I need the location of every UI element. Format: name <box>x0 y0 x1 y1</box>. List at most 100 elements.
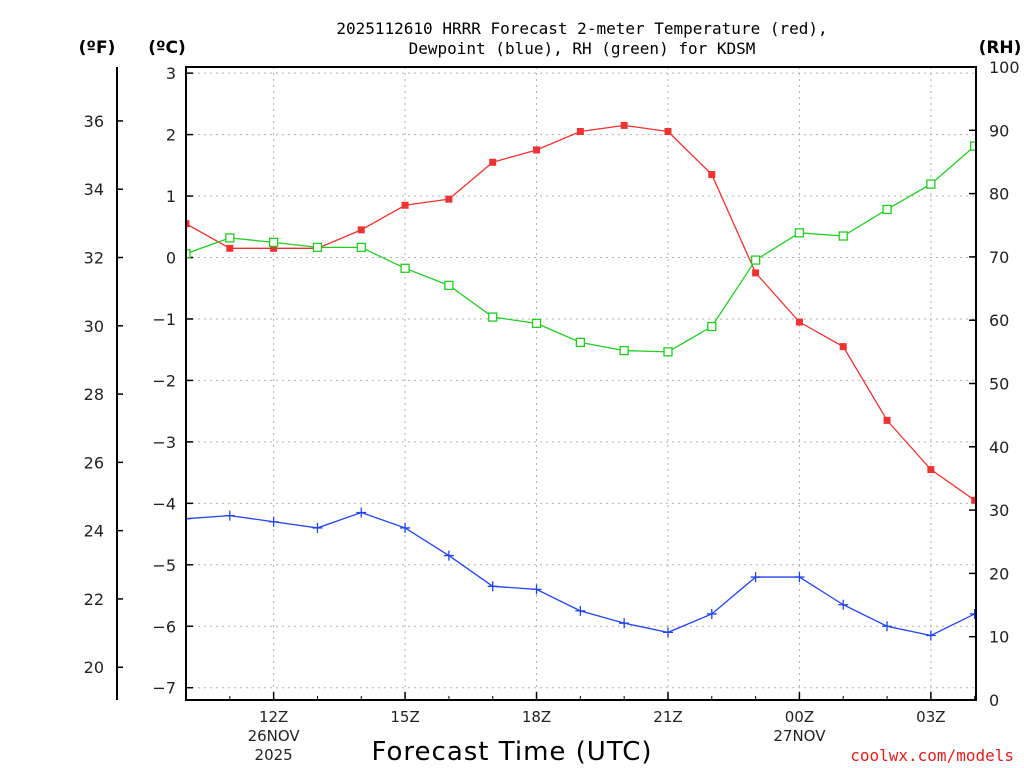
celsius-tick-label: −6 <box>152 617 176 636</box>
celsius-tick-label: 0 <box>166 249 176 268</box>
temperature-point <box>270 244 278 252</box>
dewpoint-point <box>312 522 323 533</box>
fahrenheit-tick-label: 20 <box>84 658 104 677</box>
fahrenheit-tick-label: 36 <box>84 112 104 131</box>
temperature-point <box>839 343 847 351</box>
x-tick-label: 18Z <box>522 708 551 726</box>
rh-point <box>882 204 892 215</box>
temperature-point <box>401 201 409 209</box>
rh-point <box>225 233 235 243</box>
x-tick-label: 21Z <box>653 708 682 726</box>
dewpoint-point <box>925 630 936 641</box>
gridlines <box>186 67 976 700</box>
rh-point <box>1015 107 1023 115</box>
celsius-tick-label: −1 <box>152 310 176 329</box>
temperature-point <box>620 121 628 129</box>
temperature-point <box>576 128 584 136</box>
temperature-point <box>357 226 365 234</box>
fahrenheit-tick-label: 32 <box>84 249 104 268</box>
temperature-point <box>533 146 541 154</box>
fahrenheit-tick-label: 34 <box>84 180 104 199</box>
temperature-point <box>883 416 891 424</box>
series <box>186 107 1024 641</box>
celsius-tick-label: −4 <box>152 494 176 513</box>
temperature-point <box>489 158 497 166</box>
rh-point <box>444 280 454 291</box>
dewpoint-point <box>575 605 586 616</box>
rh-point <box>619 345 629 356</box>
celsius-tick-label: −5 <box>152 556 176 575</box>
rh-point <box>312 242 323 253</box>
celsius-tick-label: −3 <box>152 433 176 452</box>
x-axis-label: Forecast Time (UTC) <box>371 737 652 767</box>
plot-frame <box>185 66 977 701</box>
rh-point <box>186 249 191 259</box>
rh-line <box>186 144 976 353</box>
temperature-point <box>226 244 234 252</box>
rh-point <box>707 321 717 332</box>
x-tick-label: 12Z <box>259 708 288 726</box>
fahrenheit-tick-label: 30 <box>84 317 104 336</box>
rh-point <box>794 228 805 238</box>
rh-tick-label: 60 <box>989 311 1009 330</box>
dewpoint-point <box>838 599 849 610</box>
rh-point <box>663 347 673 357</box>
fahrenheit-tick-label: 26 <box>84 453 104 472</box>
celsius-tick-label: −7 <box>152 679 176 698</box>
rh-tick-label: 50 <box>989 375 1009 394</box>
dewpoint-point <box>356 507 367 518</box>
dewpoint-point <box>619 618 630 629</box>
temperature-point <box>708 171 716 179</box>
celsius-tick-label: 1 <box>166 187 176 206</box>
rh-point <box>488 312 498 322</box>
dewpoint-point <box>794 572 805 583</box>
dewpoint-point <box>531 584 542 595</box>
dewpoint-point <box>1014 606 1024 616</box>
temperature-point <box>445 195 453 203</box>
celsius-tick-label: 2 <box>166 126 176 145</box>
dewpoint-point <box>706 608 717 619</box>
dewpoint-point <box>882 621 893 632</box>
rh-point <box>400 263 410 273</box>
dewpoint-point <box>662 627 673 638</box>
temperature-line <box>186 124 976 502</box>
rh-tick-label: 40 <box>989 438 1009 457</box>
x-tick-label: 00Z <box>785 708 814 726</box>
temperature-point <box>186 220 190 228</box>
dewpoint-point <box>224 510 235 521</box>
chart-title-line2: Dewpoint (blue), RH (green) for KDSM <box>409 39 756 58</box>
x-tick-date-label: 26NOV <box>248 727 301 745</box>
fahrenheit-unit-label: (ºF) <box>79 38 116 58</box>
celsius-tick-label: 3 <box>166 64 176 83</box>
fahrenheit-tick-label: 24 <box>84 522 104 541</box>
celsius-unit-label: (ºC) <box>148 38 186 58</box>
rh-point <box>970 141 976 151</box>
dewpoint-point <box>268 516 279 527</box>
rh-tick-label: 20 <box>989 564 1009 583</box>
rh-tick-label: 30 <box>989 501 1009 520</box>
rh-point <box>575 337 585 348</box>
temperature-point <box>927 466 935 474</box>
rh-tick-label: 90 <box>989 121 1009 140</box>
x-tick-label: 15Z <box>390 708 419 726</box>
dewpoint-line <box>186 511 976 637</box>
fahrenheit-tick-label: 22 <box>84 590 104 609</box>
celsius-tick-label: −2 <box>152 371 176 390</box>
chart-title-line1: 2025112610 HRRR Forecast 2-meter Tempera… <box>336 19 827 38</box>
dewpoint-point <box>487 581 498 592</box>
dewpoint-point <box>443 550 454 561</box>
rh-tick-label: 70 <box>989 248 1009 267</box>
temperature-point <box>752 269 760 277</box>
dewpoint-point <box>400 522 411 533</box>
rh-point <box>750 255 761 265</box>
rh-tick-label: 100 <box>989 58 1020 77</box>
dewpoint-point <box>969 608 976 619</box>
rh-point <box>356 242 366 253</box>
x-tick-date-label: 27NOV <box>773 727 826 745</box>
dewpoint-point <box>186 513 191 524</box>
fahrenheit-tick-label: 28 <box>84 385 104 404</box>
rh-unit-label: (RH) <box>979 38 1022 58</box>
credit-link[interactable]: coolwx.com/models <box>850 746 1014 765</box>
